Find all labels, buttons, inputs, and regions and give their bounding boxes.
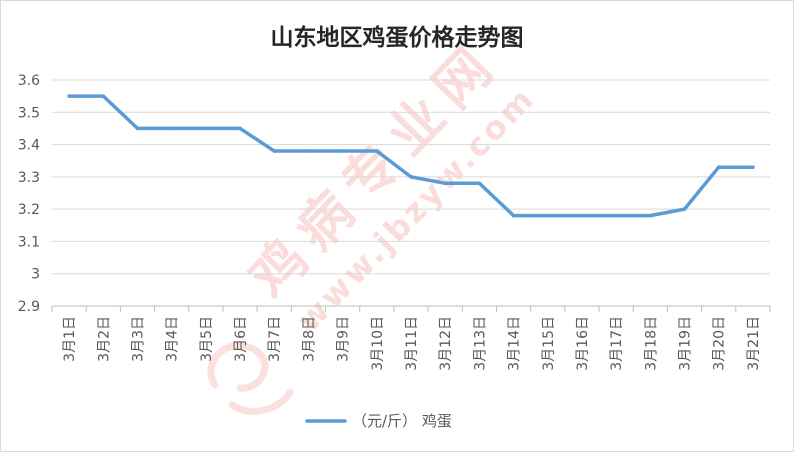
x-tick-label: 3月4日 — [165, 316, 181, 362]
data-point — [169, 126, 174, 131]
x-tick-label: 3月1日 — [62, 316, 78, 362]
data-point — [511, 213, 516, 218]
data-point — [751, 165, 755, 169]
y-tick-label: 3.1 — [18, 234, 40, 250]
data-point — [716, 165, 721, 169]
x-tick-label: 3月13日 — [472, 316, 488, 371]
data-point — [135, 126, 140, 131]
data-point — [648, 213, 653, 218]
data-point — [238, 126, 242, 131]
x-tick-label: 3月9日 — [336, 316, 352, 362]
x-tick-label: 3月19日 — [678, 316, 694, 371]
x-tick-label: 3月14日 — [507, 316, 523, 371]
data-point — [340, 149, 345, 153]
x-tick-label: 3月2日 — [96, 316, 112, 362]
x-tick-label: 3月16日 — [575, 316, 591, 371]
y-tick-label: 2.9 — [18, 299, 40, 315]
y-axis-labels: 2.9 3 3.1 3.2 3.3 3.4 3.5 3.6 — [18, 73, 40, 315]
gridlines — [52, 79, 770, 307]
x-tick-label: 3月21日 — [746, 316, 762, 371]
x-tick-label: 3月3日 — [130, 316, 146, 362]
x-tick-label: 3月15日 — [541, 316, 557, 371]
x-tick-label: 3月8日 — [301, 316, 317, 362]
x-tick-label: 3月5日 — [199, 316, 215, 362]
x-tick-label: 3月7日 — [267, 316, 283, 362]
data-point — [306, 149, 311, 153]
y-tick-label: 3 — [31, 267, 40, 283]
data-point — [409, 175, 413, 179]
x-tick-label: 3月18日 — [643, 316, 659, 371]
y-tick-label: 3.5 — [18, 105, 40, 121]
y-tick-label: 3.2 — [18, 202, 40, 218]
data-point — [546, 213, 550, 218]
data-point — [375, 149, 379, 153]
series-layer — [67, 94, 755, 218]
data-point — [272, 149, 276, 153]
data-point — [101, 94, 106, 98]
legend-label: （元/斤） 鸡蛋 — [352, 412, 452, 430]
data-point — [614, 213, 618, 218]
x-tick-label: 3月12日 — [438, 316, 454, 371]
data-point — [204, 126, 208, 131]
data-point — [477, 181, 482, 186]
x-tick-label: 3月11日 — [404, 316, 420, 371]
data-point — [443, 181, 447, 186]
legend: （元/斤） 鸡蛋 — [305, 412, 452, 430]
data-point — [580, 213, 584, 218]
x-axis: 3月1日 3月2日 3月3日 3月4日 3月5日 3月6日 3月7日 3月8日 3月9日 3月10… — [51, 306, 771, 371]
data-point — [682, 207, 687, 211]
x-tick-label: 3月6日 — [233, 316, 249, 362]
y-tick-label: 3.4 — [18, 138, 40, 154]
x-tick-label: 3月20日 — [712, 316, 728, 371]
x-tick-label: 3月10日 — [370, 316, 386, 371]
data-point — [67, 94, 71, 98]
x-tick-label: 3月17日 — [609, 316, 625, 371]
chart-title: 山东地区鸡蛋价格走势图 — [271, 24, 524, 51]
watermark-logo — [207, 341, 294, 415]
y-tick-label: 3.6 — [18, 73, 40, 89]
y-tick-label: 3.3 — [18, 170, 40, 186]
